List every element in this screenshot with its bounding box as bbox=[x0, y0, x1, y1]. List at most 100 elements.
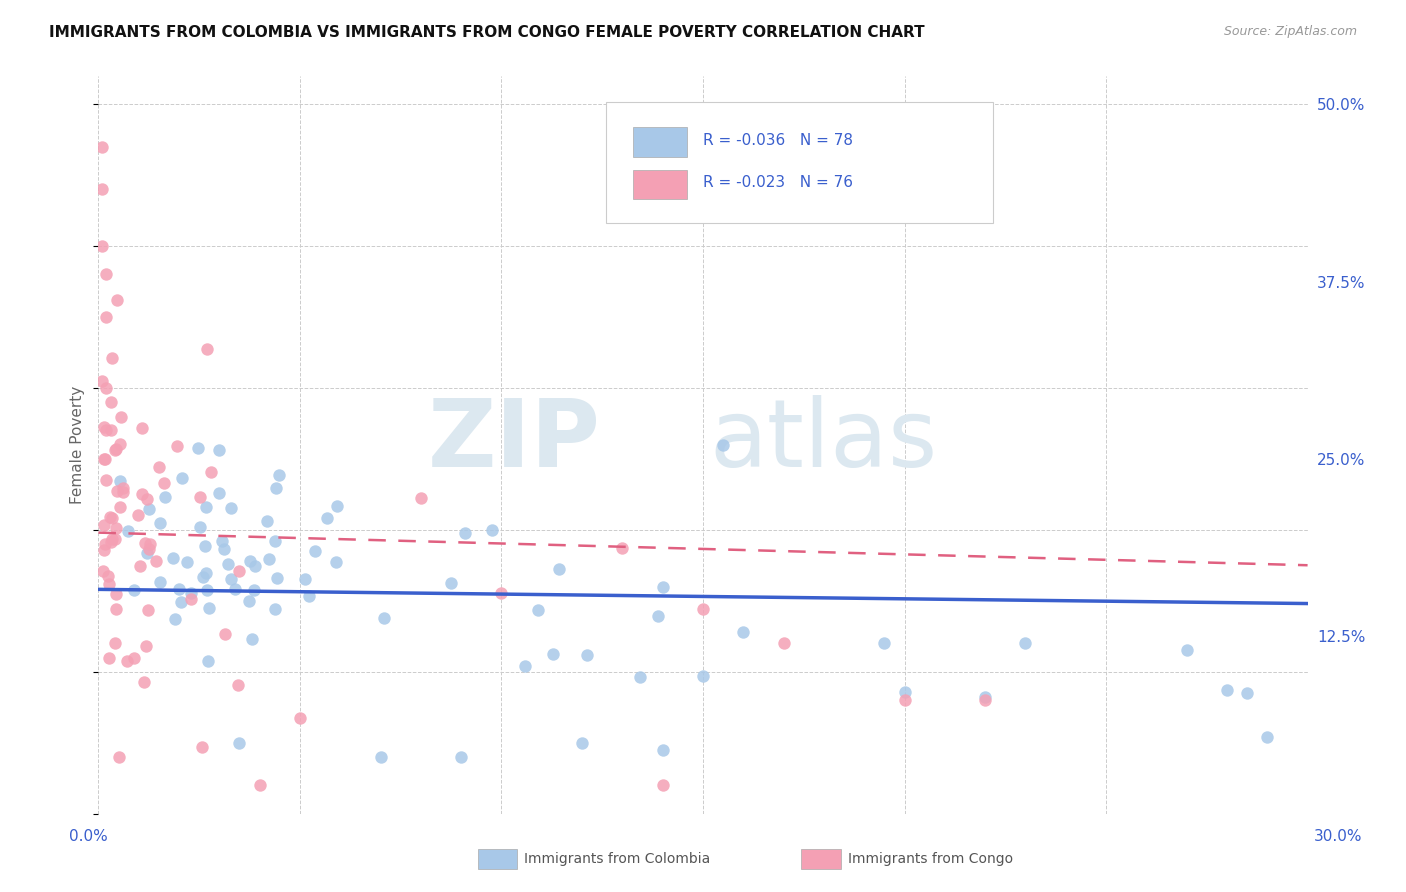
Point bbox=[104, 442, 127, 456]
Text: Source: ZipAtlas.com: Source: ZipAtlas.com bbox=[1223, 25, 1357, 38]
Point bbox=[1256, 730, 1278, 744]
Point bbox=[180, 592, 202, 607]
Point bbox=[548, 562, 571, 576]
Point bbox=[91, 182, 114, 196]
FancyBboxPatch shape bbox=[606, 102, 993, 223]
Point bbox=[188, 520, 211, 534]
Text: R = -0.023   N = 76: R = -0.023 N = 76 bbox=[703, 176, 853, 190]
Point bbox=[136, 603, 159, 617]
Point bbox=[111, 484, 134, 499]
Point bbox=[135, 491, 157, 506]
Point bbox=[208, 442, 231, 457]
Point bbox=[148, 459, 170, 474]
Point bbox=[217, 558, 239, 572]
Point bbox=[243, 582, 266, 597]
Point bbox=[98, 576, 121, 591]
Point bbox=[107, 749, 129, 764]
Point bbox=[325, 555, 347, 569]
Point bbox=[873, 636, 896, 650]
Point bbox=[1014, 636, 1036, 650]
Text: Immigrants from Colombia: Immigrants from Colombia bbox=[524, 852, 710, 866]
Point bbox=[212, 541, 235, 556]
Point bbox=[101, 533, 124, 547]
Point bbox=[238, 593, 260, 607]
Point bbox=[191, 740, 214, 755]
Point bbox=[316, 511, 339, 525]
Point bbox=[195, 566, 218, 581]
Point bbox=[974, 690, 997, 704]
Point bbox=[326, 499, 349, 513]
Point bbox=[94, 473, 117, 487]
Point bbox=[100, 424, 122, 438]
Point bbox=[224, 582, 246, 597]
Point bbox=[228, 735, 250, 749]
Point bbox=[264, 533, 287, 548]
FancyBboxPatch shape bbox=[633, 169, 688, 199]
Point bbox=[103, 532, 125, 546]
Point bbox=[105, 602, 128, 616]
Point bbox=[195, 583, 218, 598]
Text: ZIP: ZIP bbox=[427, 395, 600, 487]
Point bbox=[96, 310, 118, 324]
Point bbox=[96, 381, 118, 395]
Point bbox=[91, 374, 114, 388]
Point bbox=[117, 524, 139, 539]
Point bbox=[219, 572, 242, 586]
Point bbox=[288, 711, 311, 725]
Point bbox=[122, 582, 145, 597]
Point bbox=[131, 487, 153, 501]
Point bbox=[294, 572, 316, 586]
Point bbox=[104, 587, 127, 601]
Point bbox=[122, 651, 145, 665]
Point bbox=[491, 586, 513, 600]
Point bbox=[129, 558, 152, 573]
Point bbox=[153, 476, 176, 491]
Point bbox=[187, 441, 209, 455]
Point bbox=[198, 601, 221, 615]
Point bbox=[136, 546, 159, 560]
Point bbox=[515, 658, 537, 673]
Point bbox=[243, 558, 266, 573]
Point bbox=[93, 537, 115, 551]
Point bbox=[439, 575, 461, 590]
Point bbox=[115, 654, 138, 668]
Point bbox=[256, 515, 278, 529]
Point bbox=[450, 749, 472, 764]
Point bbox=[97, 569, 120, 583]
Point bbox=[571, 735, 593, 749]
Point bbox=[138, 502, 160, 516]
Point bbox=[165, 612, 187, 626]
Text: IMMIGRANTS FROM COLOMBIA VS IMMIGRANTS FROM CONGO FEMALE POVERTY CORRELATION CHA: IMMIGRANTS FROM COLOMBIA VS IMMIGRANTS F… bbox=[49, 25, 925, 40]
Point bbox=[259, 551, 281, 566]
Point bbox=[195, 343, 218, 357]
Point bbox=[169, 582, 191, 596]
Point bbox=[169, 594, 191, 608]
Text: Immigrants from Congo: Immigrants from Congo bbox=[848, 852, 1012, 866]
Point bbox=[692, 669, 714, 683]
Point bbox=[481, 523, 503, 537]
Point bbox=[219, 501, 242, 516]
Point bbox=[373, 611, 395, 625]
Point bbox=[197, 654, 219, 668]
Point bbox=[93, 451, 115, 466]
Point bbox=[1175, 643, 1198, 657]
Text: 30.0%: 30.0% bbox=[1315, 830, 1362, 844]
Point bbox=[267, 468, 290, 483]
Point bbox=[93, 451, 115, 466]
Point bbox=[1216, 682, 1239, 697]
Point bbox=[127, 508, 149, 523]
Point bbox=[647, 609, 669, 624]
Point bbox=[134, 675, 156, 690]
Point bbox=[104, 521, 127, 535]
Point bbox=[100, 535, 122, 549]
Point bbox=[91, 140, 114, 154]
Point bbox=[264, 481, 287, 495]
Point bbox=[304, 544, 326, 558]
Point bbox=[195, 500, 218, 515]
Point bbox=[409, 491, 432, 505]
Point bbox=[110, 474, 132, 488]
Point bbox=[208, 486, 231, 500]
Point bbox=[628, 669, 651, 683]
Point bbox=[266, 571, 288, 585]
Point bbox=[893, 693, 915, 707]
